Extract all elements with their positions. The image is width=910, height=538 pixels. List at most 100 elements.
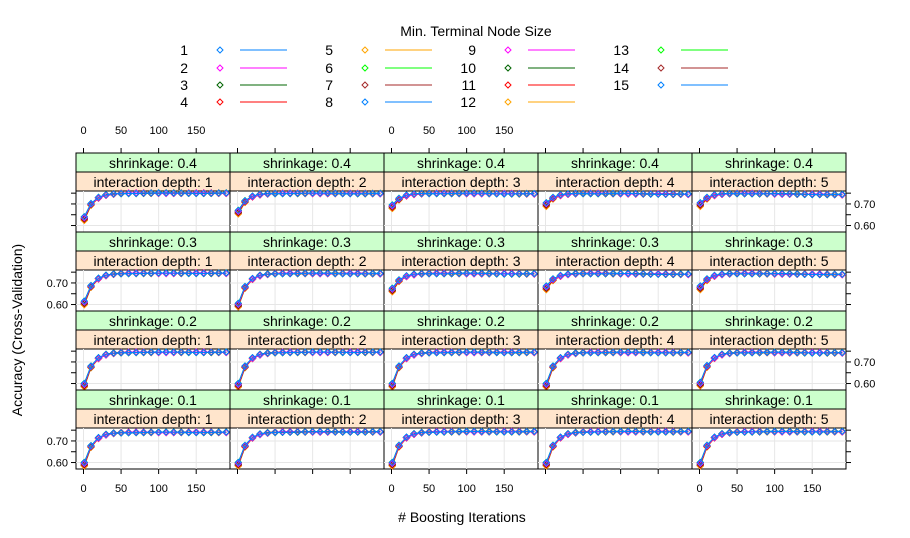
data-point xyxy=(199,269,208,278)
data-point xyxy=(271,189,279,198)
data-point xyxy=(154,269,163,277)
data-point xyxy=(425,269,433,278)
strip-depth-label: interaction depth: 1 xyxy=(93,174,212,190)
legend-label: 4 xyxy=(180,94,188,110)
data-point xyxy=(338,269,347,278)
data-point xyxy=(395,194,403,203)
data-point xyxy=(271,270,279,278)
legend-label: 6 xyxy=(325,60,333,76)
data-point xyxy=(308,269,317,277)
data-point xyxy=(316,189,324,197)
series-line xyxy=(545,192,689,204)
data-point xyxy=(234,206,243,215)
data-point xyxy=(402,191,411,199)
legend-marker xyxy=(361,98,369,106)
legend-label: 10 xyxy=(460,60,476,76)
data-point xyxy=(278,269,287,278)
data-point xyxy=(87,281,95,290)
data-point xyxy=(256,190,264,198)
data-point xyxy=(331,269,339,278)
data-point xyxy=(169,269,178,277)
data-point xyxy=(740,189,749,198)
data-point xyxy=(530,269,538,278)
legend-label: 9 xyxy=(468,42,476,58)
series-line xyxy=(83,192,227,217)
strip-shrinkage-label: shrinkage: 0.3 xyxy=(263,234,351,250)
data-point xyxy=(616,189,625,198)
legend-marker xyxy=(216,98,224,106)
data-point xyxy=(522,189,531,198)
data-point xyxy=(492,190,501,198)
strip-shrinkage-label: shrinkage: 0.3 xyxy=(109,234,197,250)
data-point xyxy=(199,189,208,198)
data-point xyxy=(470,269,478,278)
data-point xyxy=(376,189,384,198)
data-point xyxy=(162,189,170,197)
legend-marker xyxy=(361,64,369,72)
data-point xyxy=(507,190,516,198)
data-point xyxy=(207,269,215,278)
data-point xyxy=(139,269,148,278)
strip-shrinkage-label: shrinkage: 0.2 xyxy=(725,313,813,329)
data-point xyxy=(147,269,155,277)
data-point xyxy=(109,270,118,278)
data-point xyxy=(586,189,595,198)
data-point xyxy=(410,270,418,278)
legend-marker xyxy=(504,64,512,72)
strip-shrinkage-label: shrinkage: 0.4 xyxy=(109,155,197,171)
legend-marker xyxy=(504,46,512,54)
data-point xyxy=(402,271,411,280)
strip-shrinkage-label: shrinkage: 0.1 xyxy=(109,392,197,408)
strip-shrinkage-label: shrinkage: 0.3 xyxy=(571,234,659,250)
series-line xyxy=(699,192,843,204)
data-point xyxy=(316,269,324,277)
data-point xyxy=(361,269,369,278)
data-point xyxy=(425,189,433,198)
data-point xyxy=(388,285,397,294)
data-point xyxy=(410,190,418,198)
strip-shrinkage-label: shrinkage: 0.3 xyxy=(417,234,505,250)
legend-label: 1 xyxy=(180,42,188,58)
strip-shrinkage-label: shrinkage: 0.2 xyxy=(571,313,659,329)
legend-marker xyxy=(657,64,665,72)
data-point xyxy=(323,269,332,278)
data-point xyxy=(234,299,243,308)
data-point xyxy=(609,189,617,198)
data-point xyxy=(109,190,118,198)
data-point xyxy=(646,190,655,198)
data-point xyxy=(564,189,572,198)
strip-depth-label: interaction depth: 5 xyxy=(709,332,828,348)
legend-marker xyxy=(504,98,512,106)
series-line xyxy=(391,192,535,206)
data-point xyxy=(455,269,463,278)
data-point xyxy=(80,298,89,306)
data-point xyxy=(710,190,719,199)
legend-marker xyxy=(216,46,224,54)
data-point xyxy=(763,189,771,198)
data-point xyxy=(368,269,377,278)
data-point xyxy=(500,270,508,278)
data-point xyxy=(800,190,809,199)
data-point xyxy=(376,269,384,278)
data-point xyxy=(669,190,677,198)
series-line xyxy=(237,192,381,211)
data-point xyxy=(485,269,493,278)
strip-shrinkage-label: shrinkage: 0.4 xyxy=(571,155,659,171)
strip-shrinkage-label: shrinkage: 0.4 xyxy=(725,155,813,171)
data-point xyxy=(440,269,448,278)
data-point xyxy=(293,189,302,198)
data-point xyxy=(184,269,193,278)
data-point xyxy=(368,189,377,198)
data-point xyxy=(432,269,441,278)
data-point xyxy=(462,269,471,278)
data-point xyxy=(684,190,692,198)
data-point xyxy=(323,189,332,197)
legend-marker xyxy=(361,81,369,89)
legend-label: 13 xyxy=(613,42,629,58)
data-point xyxy=(248,274,257,283)
strip-depth-label: interaction depth: 3 xyxy=(401,332,520,348)
legend-label: 15 xyxy=(613,77,629,93)
data-point xyxy=(117,269,125,278)
data-point xyxy=(184,189,193,198)
